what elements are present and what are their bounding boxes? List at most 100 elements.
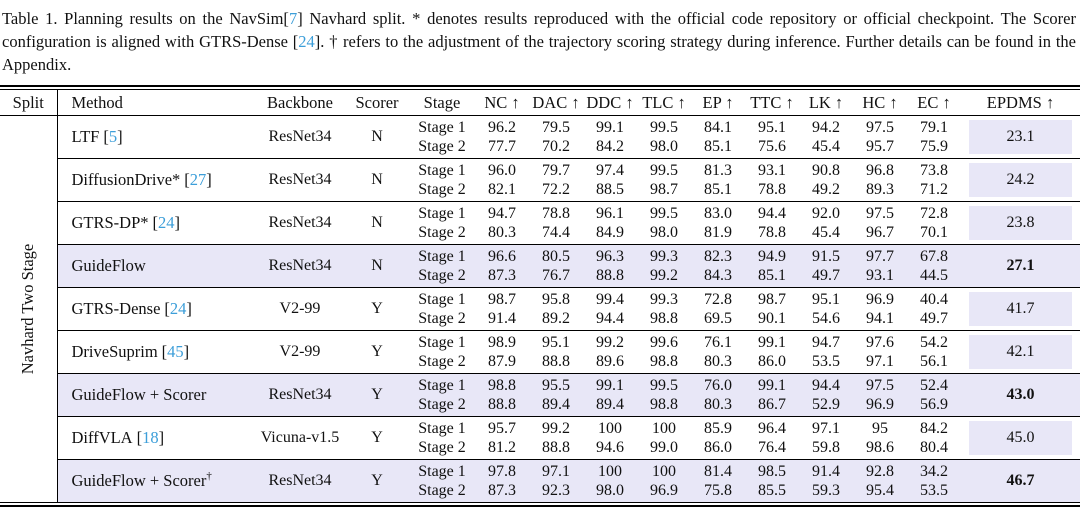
metric-value-stage2: 86.7: [758, 396, 786, 413]
citation-bracket: ]: [117, 127, 123, 146]
metric-value-stage1: 99.5: [650, 377, 678, 394]
epdms-value: 41.7: [969, 292, 1072, 326]
metric-value-stage1: 99.1: [596, 119, 624, 136]
metric-value-stage2: 98.8: [650, 396, 678, 413]
citation-link[interactable]: 7: [288, 9, 298, 28]
epdms-value: 27.1: [1006, 257, 1035, 274]
metric-value-stage2: 71.2: [920, 181, 948, 198]
metric-value-stage1: 99.5: [650, 119, 678, 136]
metric-cell: 40.4 49.7: [907, 287, 961, 331]
column-header: DDC ↑: [583, 89, 637, 116]
metric-cell: 54.2 56.1: [907, 330, 961, 374]
metric-value-stage2: 80.4: [920, 439, 948, 456]
metric-value-stage1: 82.3: [704, 248, 732, 265]
metric-value-stage2: 96.9: [650, 482, 678, 499]
metric-cell: 95.5 89.4: [529, 373, 583, 417]
epdms-value: 43.0: [1006, 386, 1035, 403]
metric-value-stage2: 96.7: [866, 224, 894, 241]
citation-link[interactable]: 24: [169, 299, 187, 318]
citation-link[interactable]: 24: [158, 213, 175, 232]
metric-value-stage1: 90.8: [812, 162, 840, 179]
metric-value-stage1: 81.3: [704, 162, 732, 179]
backbone-cell: V2-99: [255, 330, 345, 374]
backbone-cell: V2-99: [255, 287, 345, 331]
stage-cell: Stage 1 Stage 2: [409, 287, 475, 331]
metric-value-stage1: 91.4: [812, 463, 840, 480]
metric-value-stage1: 99.6: [650, 334, 678, 351]
stage-cell: Stage 1 Stage 2: [409, 459, 475, 503]
metric-cell: 98.7 91.4: [475, 287, 529, 331]
metric-cell: 93.1 78.8: [745, 158, 799, 202]
metric-value-stage2: 89.4: [542, 396, 570, 413]
metric-cell: 97.5 95.7: [853, 116, 907, 159]
metric-value-stage2: 45.4: [812, 224, 840, 241]
metric-value-stage1: 34.2: [920, 463, 948, 480]
metric-cell: 96.9 94.1: [853, 287, 907, 331]
metric-value-stage1: 97.5: [866, 119, 894, 136]
stage-label: Stage 1: [418, 205, 466, 222]
backbone-cell: ResNet34: [255, 373, 345, 417]
metric-value-stage1: 79.7: [542, 162, 570, 179]
metric-value-stage1: 99.2: [596, 334, 624, 351]
metric-value-stage2: 53.5: [812, 353, 840, 370]
metric-cell: 84.2 80.4: [907, 416, 961, 460]
column-header: TLC ↑: [637, 89, 691, 116]
metric-cell: 72.8 69.5: [691, 287, 745, 331]
scorer-cell: N: [345, 201, 409, 245]
metric-cell: 99.5 98.0: [637, 201, 691, 245]
metric-value-stage2: 88.8: [542, 439, 570, 456]
metric-cell: 95.8 89.2: [529, 287, 583, 331]
citation-bracket: ]: [158, 428, 165, 447]
metric-cell: 97.5 96.9: [853, 373, 907, 417]
metric-value-stage2: 99.0: [650, 439, 678, 456]
stage-cell: Stage 1 Stage 2: [409, 158, 475, 202]
metric-cell: 76.1 80.3: [691, 330, 745, 374]
metric-value-stage1: 99.1: [596, 377, 624, 394]
epdms-cell: 23.8: [961, 201, 1080, 245]
metric-cell: 84.1 85.1: [691, 116, 745, 159]
metric-cell: 79.1 75.9: [907, 116, 961, 159]
metric-cell: 96.8 89.3: [853, 158, 907, 202]
citation-bracket: [: [161, 342, 168, 361]
metric-value-stage2: 89.3: [866, 181, 894, 198]
metric-cell: 96.0 82.1: [475, 158, 529, 202]
metric-cell: 82.3 84.3: [691, 244, 745, 288]
stage-label: Stage 2: [418, 310, 466, 327]
table-row: GTRS-Dense [24] V2-99 Y Stage 1 Stage 2 98.7 91…: [0, 287, 1080, 331]
metric-cell: 97.8 87.3: [475, 459, 529, 503]
citation-link[interactable]: 45: [167, 342, 184, 361]
metric-value-stage1: 95.8: [542, 291, 570, 308]
metric-value-stage1: 96.2: [488, 119, 516, 136]
metric-value-stage1: 83.0: [704, 205, 732, 222]
method-dagger-marker: †: [206, 469, 212, 482]
metric-cell: 78.8 74.4: [529, 201, 583, 245]
backbone-cell: ResNet34: [255, 158, 345, 202]
metric-cell: 99.1 86.7: [745, 373, 799, 417]
table-row: DriveSuprim [45] V2-99 Y Stage 1 Stage 2 98.9 8…: [0, 330, 1080, 374]
epdms-cell: 43.0: [961, 373, 1080, 417]
metric-value-stage2: 53.5: [920, 482, 948, 499]
metric-value-stage2: 98.0: [650, 138, 678, 155]
metric-value-stage1: 52.4: [920, 377, 948, 394]
metric-cell: 73.8 71.2: [907, 158, 961, 202]
stage-label: Stage 2: [418, 267, 466, 284]
citation-bracket: [: [136, 428, 143, 447]
metric-value-stage2: 94.4: [596, 310, 624, 327]
planning-results-table: Split Method Backbone Scorer Stage NC ↑ DAC ↑ D…: [0, 89, 1080, 503]
metric-value-stage1: 91.5: [812, 248, 840, 265]
method-name: GuideFlow + Scorer: [71, 385, 207, 404]
metric-value-stage1: 96.4: [758, 420, 786, 437]
citation-link[interactable]: 5: [108, 127, 118, 146]
metric-value-stage2: 87.3: [488, 482, 516, 499]
metric-cell: 95.7 81.2: [475, 416, 529, 460]
metric-value-stage1: 96.9: [866, 291, 894, 308]
metric-value-stage2: 84.9: [596, 224, 624, 241]
citation-link[interactable]: 24: [298, 32, 315, 51]
citation-link[interactable]: 27: [189, 170, 207, 189]
metric-value-stage1: 97.1: [542, 463, 570, 480]
metric-cell: 96.3 88.8: [583, 244, 637, 288]
metric-value-stage2: 69.5: [704, 310, 732, 327]
citation-link[interactable]: 18: [142, 428, 159, 447]
metric-value-stage2: 98.7: [650, 181, 678, 198]
metric-cell: 94.2 45.4: [799, 116, 853, 159]
